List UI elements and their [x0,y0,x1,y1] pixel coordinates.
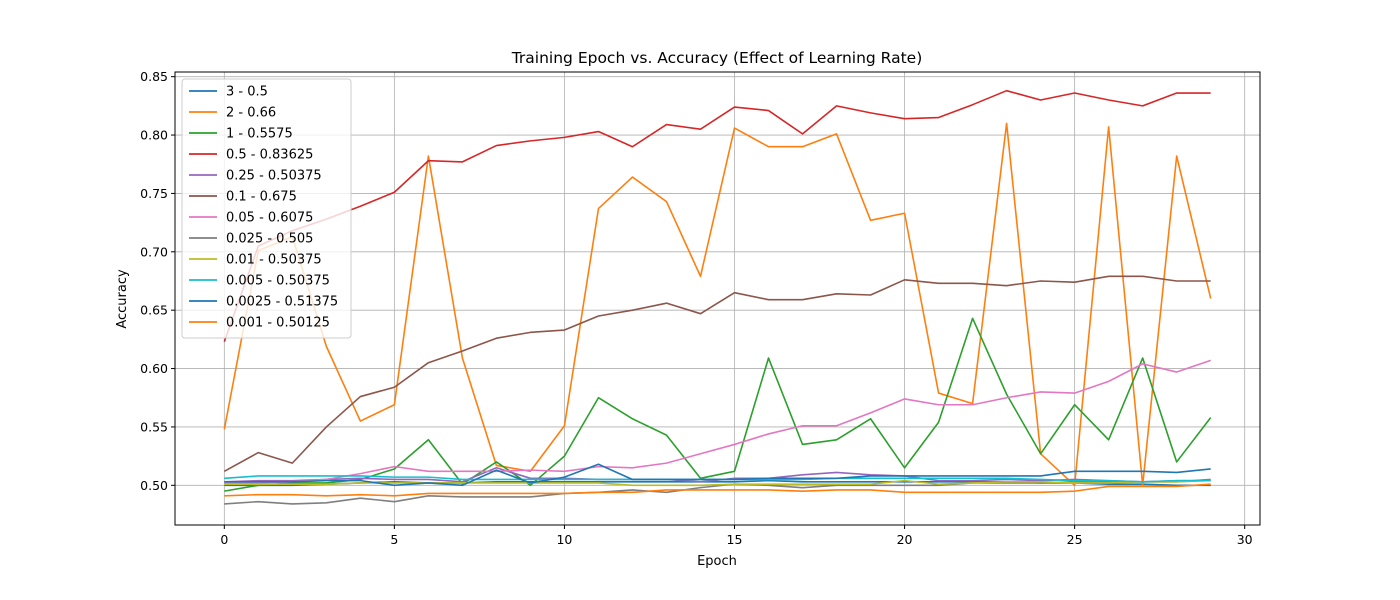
legend-label: 0.5 - 0.83625 [226,148,313,163]
legend-label: 0.25 - 0.50375 [226,169,322,184]
y-tick-label: 0.65 [140,303,168,318]
legend-label: 0.001 - 0.50125 [226,316,330,331]
chart-title: Training Epoch vs. Accuracy (Effect of L… [511,49,923,67]
y-tick-label: 0.85 [140,69,168,84]
y-axis-label: Accuracy [115,269,130,329]
x-tick-label: 15 [727,532,743,547]
legend-label: 0.0025 - 0.51375 [226,295,338,310]
series-line [223,89,1211,342]
y-tick-label: 0.80 [140,128,168,143]
x-tick-label: 25 [1067,532,1083,547]
legend-label: 0.005 - 0.50375 [226,274,330,289]
legend-label: 1 - 0.5575 [226,127,293,142]
series-line [224,479,1211,487]
legend-label: 3 - 0.5 [226,85,268,100]
legend-label: 0.1 - 0.675 [226,190,297,205]
series-line [224,317,1212,492]
axes-frame [174,71,1261,526]
series-line [224,463,1211,487]
y-tick-label: 0.75 [140,186,168,201]
legend-label: 0.01 - 0.50375 [226,253,322,268]
x-axis-label: Epoch [697,554,737,569]
y-tick-label: 0.55 [140,419,168,434]
series-line [223,122,1212,487]
legend-label: 0.05 - 0.6075 [226,211,313,226]
x-tick-label: 30 [1237,532,1253,547]
legend: 3 - 0.5 2 - 0.66 1 - 0.5575 0.5 - 0.83625 0.… [181,78,352,339]
y-tick-label: 0.50 [140,478,168,493]
x-tick-label: 5 [390,532,398,547]
series-line [223,275,1211,472]
y-tick-label: 0.60 [140,361,168,376]
y-tick-label: 0.70 [140,244,168,259]
plot-area: 0 5 10 15 20 25 30 0.50 0.55 0.60 0.65 0.70 0.75 0.80… [140,69,1261,547]
x-tick-label: 10 [556,532,572,547]
x-tick-label: 20 [897,532,913,547]
legend-box [181,78,352,339]
series-line [224,359,1211,484]
x-tick-label: 0 [220,532,228,547]
legend-label: 0.025 - 0.505 [226,232,313,247]
series-line [224,483,1211,497]
legend-label: 2 - 0.66 [226,106,276,121]
